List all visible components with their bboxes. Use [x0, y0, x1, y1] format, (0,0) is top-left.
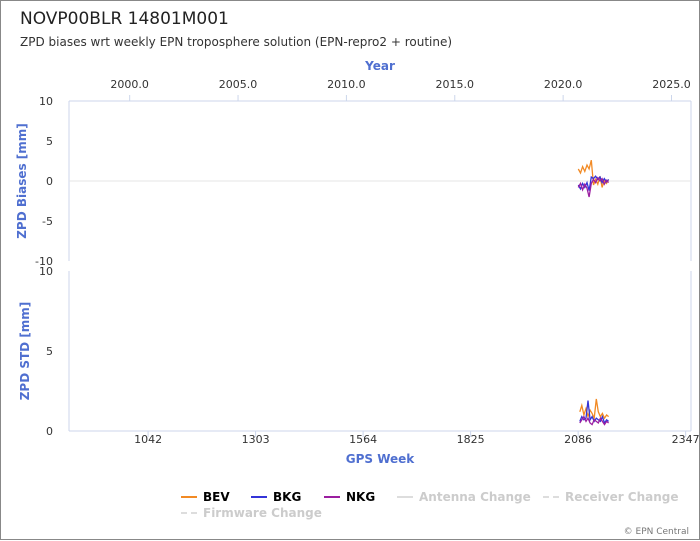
- year-axis-tick-labels: 2000.0 2005.0 2010.0 2015.0 2020.0 2025.0: [110, 78, 691, 101]
- bias-series-group: [577, 160, 610, 198]
- chart-title: NOVP00BLR 14801M001: [20, 9, 229, 29]
- bias-y-tick-label: 5: [46, 135, 53, 148]
- legend-item-receiver-change[interactable]: Receiver Change: [543, 490, 679, 504]
- legend-label: BEV: [203, 490, 230, 504]
- std-y-tick-label: 5: [46, 345, 53, 358]
- legend-swatch: [543, 496, 559, 498]
- std-series-nkg: [579, 415, 610, 426]
- legend-label: Antenna Change: [419, 490, 531, 504]
- std-y-tick-label: 10: [39, 265, 53, 278]
- bias-panel: 10 5 0 -5 -10 2000.0 2005.0 2010.0 2015.0 2020.0…: [15, 59, 692, 268]
- std-y-axis-title: ZPD STD [mm]: [18, 302, 32, 401]
- legend-label: NKG: [346, 490, 376, 504]
- gps-week-tick-label: 1042: [134, 433, 162, 446]
- legend-item-antenna-change[interactable]: Antenna Change: [397, 490, 531, 504]
- gps-week-tick-label: 1564: [349, 433, 377, 446]
- year-tick-label: 2010.0: [327, 78, 366, 91]
- bias-y-tick-label: -5: [42, 215, 53, 228]
- bias-y-tick-labels: 10 5 0 -5 -10: [35, 95, 53, 268]
- legend-swatch: [397, 496, 413, 498]
- gps-week-tick-label: 1303: [242, 433, 270, 446]
- year-tick-label: 2005.0: [219, 78, 258, 91]
- std-y-tick-label: 0: [46, 425, 53, 438]
- chart-subtitle: ZPD biases wrt weekly EPN troposphere so…: [20, 35, 453, 49]
- legend-swatch: [181, 512, 197, 514]
- bias-y-axis-title: ZPD Biases [mm]: [15, 123, 29, 239]
- legend-swatch: [324, 496, 340, 498]
- gps-week-tick-label: 1825: [457, 433, 485, 446]
- bias-y-tick-label: 0: [46, 175, 53, 188]
- legend-swatch: [181, 496, 197, 498]
- std-series-bev: [579, 398, 610, 421]
- std-series-group: [579, 398, 610, 426]
- bias-series-nkg: [577, 176, 610, 198]
- bias-y-tick-label: 10: [39, 95, 53, 108]
- year-tick-label: 2020.0: [544, 78, 583, 91]
- year-axis-title: Year: [364, 59, 395, 73]
- std-y-tick-labels: 10 5 0: [39, 265, 53, 438]
- legend-label: BKG: [273, 490, 302, 504]
- year-tick-label: 2000.0: [110, 78, 149, 91]
- gps-week-tick-label: 2086: [564, 433, 592, 446]
- legend-item-firmware-change[interactable]: Firmware Change: [181, 506, 322, 520]
- legend-item-bev[interactable]: BEV: [181, 490, 230, 504]
- credit-link[interactable]: © EPN Central: [623, 527, 689, 537]
- gps-week-tick-label: 2347: [672, 433, 700, 446]
- legend-item-nkg[interactable]: NKG: [324, 490, 375, 504]
- legend-swatch: [251, 496, 267, 498]
- legend-label: Receiver Change: [565, 490, 679, 504]
- gps-week-tick-labels: 1042 1303 1564 1825 2086 2347: [134, 431, 700, 446]
- year-tick-label: 2015.0: [436, 78, 475, 91]
- legend-label: Firmware Change: [203, 506, 322, 520]
- gps-week-axis-title: GPS Week: [346, 452, 416, 466]
- year-tick-label: 2025.0: [652, 78, 691, 91]
- std-panel: 10 5 0 1042 1303 1564 1825 2086 2347 GPS Week Z…: [18, 265, 700, 466]
- legend-item-bkg[interactable]: BKG: [251, 490, 301, 504]
- bias-y-tick-label: -10: [35, 255, 53, 268]
